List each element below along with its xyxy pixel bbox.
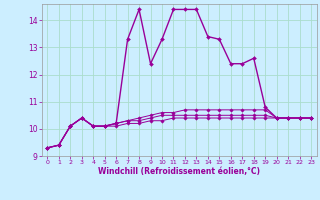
X-axis label: Windchill (Refroidissement éolien,°C): Windchill (Refroidissement éolien,°C) bbox=[98, 167, 260, 176]
